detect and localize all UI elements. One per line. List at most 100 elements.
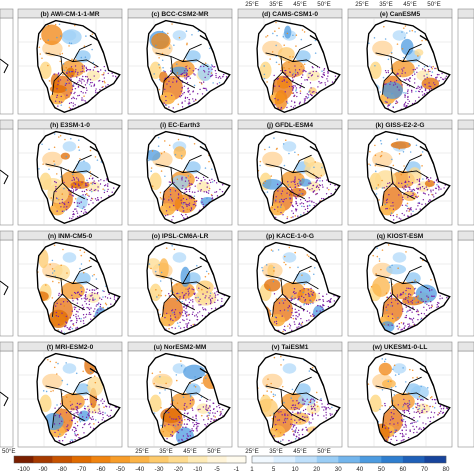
panel-title: (c) BCC-CSM2-MR <box>151 11 208 18</box>
panel-title: (o) IPSL-CM6A-LR <box>152 233 209 240</box>
panel-title: (n) INM-CM5-0 <box>48 233 93 240</box>
colorbar-swatch <box>91 456 111 463</box>
colorbar-swatch <box>252 456 274 463</box>
partial-panel-left <box>0 230 14 337</box>
colorbar-swatch <box>226 456 247 463</box>
partial-panel-right <box>457 8 474 115</box>
colorbar-swatch <box>402 456 425 463</box>
partial-panel-left <box>0 8 14 115</box>
panel-title: (j) GFDL-ESM4 <box>267 122 313 129</box>
bottom-tick-label: 45°E <box>293 448 306 455</box>
tick-labels: 25°E 35°E 45°E 50°E 25°E 35°E 45°E 50°E 25°E 35°E… <box>2 1 441 455</box>
map-panel: (b) AWI-CM-1-1-MR <box>17 8 123 115</box>
panel-title: (i) EC-Earth3 <box>160 122 200 129</box>
map-panel: (k) GISS-E2-2-G <box>347 119 453 226</box>
bottom-tick-label: 25°E <box>135 448 148 455</box>
panel-title: (k) GISS-E2-2-G <box>375 122 424 129</box>
colorbar-label: -100 <box>17 466 30 473</box>
bottom-tick-label: 50°E <box>317 448 330 455</box>
partial-panel-right <box>457 230 474 337</box>
map-panel: (j) GFDL-ESM4 <box>237 119 343 226</box>
colorbar-label: 70 <box>421 466 428 473</box>
bottom-tick-label: 35°E <box>159 448 172 455</box>
colorbar-swatch <box>110 456 131 463</box>
bottom-tick-label: 50°E <box>207 448 220 455</box>
left-edge-tick-label: 50°E <box>2 448 15 455</box>
colorbar-label: 20 <box>313 466 320 473</box>
colorbar-label: -30 <box>155 466 165 473</box>
panels-layer: (b) AWI-CM-1-1-MR (c) BCC-CSM2-MR (d) CAMS… <box>0 8 474 448</box>
colorbar-swatch <box>295 456 317 463</box>
map-panel: (d) CAMS-CSM1-0 <box>237 8 343 115</box>
map-panel: (p) KACE-1-0-G <box>237 230 343 337</box>
colorbar-swatch <box>424 456 447 463</box>
colorbar-swatch <box>188 456 208 463</box>
colorbar-label: -20 <box>174 466 184 473</box>
panel-title: (u) NorESM2-MM <box>154 344 207 351</box>
colorbar-label: 60 <box>399 466 406 473</box>
colorbar-swatch <box>273 456 296 463</box>
map-panel: (e) CanESM5 <box>347 8 453 115</box>
bottom-tick-label: 35°E <box>269 448 282 455</box>
panel-title: (q) KIOST-ESM <box>377 233 424 240</box>
map-panel: (w) UKESM1-0-LL <box>347 341 453 448</box>
partial-panel-left <box>0 341 14 448</box>
bottom-tick-label: 45°E <box>183 448 196 455</box>
colorbar-swatch <box>33 456 53 463</box>
map-panel: (n) INM-CM5-0 <box>17 230 123 337</box>
colorbar-swatch <box>381 456 404 463</box>
colorbar-swatch <box>207 456 227 463</box>
map-panel: (t) MRI-ESM2-0 <box>17 341 123 448</box>
colorbar-swatch <box>14 456 34 463</box>
map-panel: (c) BCC-CSM2-MR <box>127 8 233 115</box>
top-tick-label: 25°E <box>245 1 258 8</box>
colorbar-label: 50 <box>378 466 385 473</box>
panel-title: (h) E3SM-1-0 <box>50 122 90 129</box>
colorbar-swatch <box>338 456 360 463</box>
panel-title: (p) KACE-1-0-G <box>266 233 314 240</box>
map-panel: (q) KIOST-ESM <box>347 230 453 337</box>
panel-title: (v) TaiESM1 <box>272 344 309 351</box>
colorbar-label: 80 <box>443 466 450 473</box>
colorbar-label: -1 <box>234 466 240 473</box>
panel-title: (e) CanESM5 <box>380 11 421 18</box>
map-panel: (o) IPSL-CM6A-LR <box>127 230 233 337</box>
top-tick-label: 45°E <box>403 1 416 8</box>
colorbar-label: -90 <box>39 466 49 473</box>
colorbar-label: 1 <box>250 466 254 473</box>
colorbar-swatch <box>149 456 169 463</box>
colorbar-label: -10 <box>193 466 203 473</box>
colorbar-label: -60 <box>97 466 107 473</box>
panel-title: (t) MRI-ESM2-0 <box>47 344 94 351</box>
colorbar-label: -80 <box>58 466 68 473</box>
map-panel: (v) TaiESM1 <box>237 341 343 448</box>
top-tick-label: 50°E <box>317 1 330 8</box>
partial-panel-right <box>457 119 474 226</box>
colorbar-label: -50 <box>116 466 126 473</box>
top-tick-label: 25°E <box>355 1 368 8</box>
colorbar-label: 30 <box>335 466 342 473</box>
top-tick-label: 35°E <box>379 1 392 8</box>
colorbar-swatch <box>72 456 92 463</box>
partial-panel-left <box>0 119 14 226</box>
top-tick-label: 50°E <box>427 1 440 8</box>
map-panel: (h) E3SM-1-0 <box>17 119 123 226</box>
horn-of-africa-map <box>256 130 341 225</box>
colorbar-label: -70 <box>77 466 87 473</box>
colorbar-swatch <box>359 456 382 463</box>
panel-title: (d) CAMS-CSM1-0 <box>262 11 318 18</box>
panel-title: (w) UKESM1-0-LL <box>373 344 428 351</box>
colorbar-swatch <box>168 456 189 463</box>
colorbar-label: -40 <box>135 466 145 473</box>
horn-of-africa-map <box>366 241 451 336</box>
top-tick-label: 35°E <box>269 1 282 8</box>
colorbar-label: 5 <box>272 466 276 473</box>
colorbar-swatch <box>130 456 150 463</box>
colorbar-label: -5 <box>214 466 220 473</box>
panel-title: (b) AWI-CM-1-1-MR <box>40 11 99 18</box>
map-panel: (u) NorESM2-MM <box>127 341 233 448</box>
bottom-tick-label: 25°E <box>245 448 258 455</box>
horn-of-africa-map <box>36 130 121 225</box>
colorbar-swatch <box>316 456 339 463</box>
